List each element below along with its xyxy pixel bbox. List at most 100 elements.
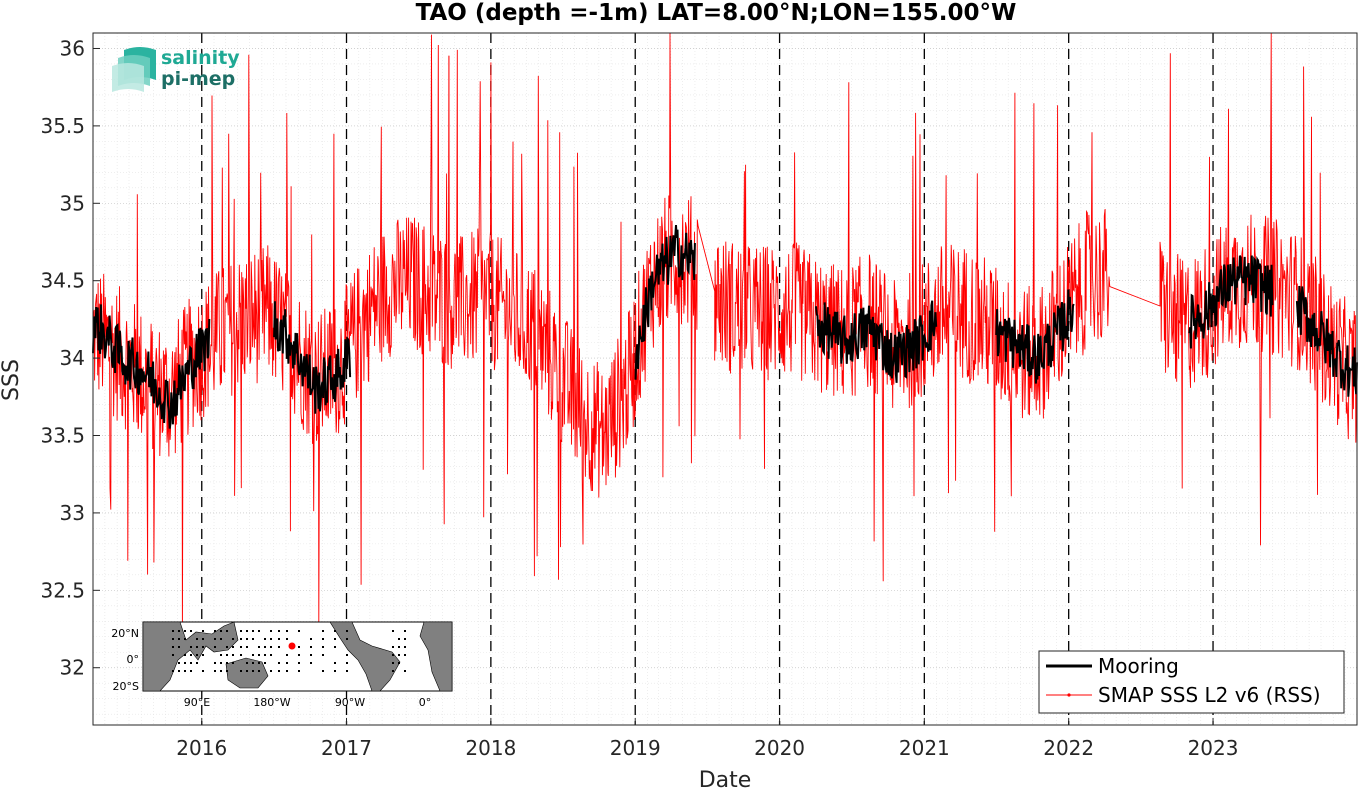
inset-mooring-dot <box>398 638 400 640</box>
inset-mooring-dot <box>220 670 222 672</box>
inset-land-africa-west <box>419 621 453 692</box>
x-axis: 2016 2017 2018 2019 2020 2021 2022 2023 <box>176 718 1238 760</box>
legend-label-mooring: Mooring <box>1098 654 1179 678</box>
smap-line-segment <box>92 54 272 639</box>
inset-mooring-dot <box>286 654 288 656</box>
inset-mooring-dot <box>190 670 192 672</box>
inset-mooring-dot <box>298 654 300 656</box>
y-tick-label: 32 <box>60 656 85 680</box>
inset-mooring-dot <box>190 630 192 632</box>
inset-mooring-dot <box>258 630 260 632</box>
mooring-line-segment <box>273 301 352 414</box>
inset-mooring-dot <box>240 670 242 672</box>
inset-mooring-dot <box>404 670 406 672</box>
inset-mooring-dot <box>246 662 248 664</box>
inset-mooring-dot <box>196 646 198 648</box>
inset-mooring-dot <box>172 654 174 656</box>
inset-mooring-dot <box>184 638 186 640</box>
inset-mooring-dot <box>398 646 400 648</box>
inset-mooring-dot <box>392 654 394 656</box>
inset-mooring-dot <box>214 630 216 632</box>
inset-mooring-dot <box>232 638 234 640</box>
inset-mooring-dot <box>298 662 300 664</box>
inset-mooring-dot <box>346 638 348 640</box>
inset-mooring-dot <box>220 630 222 632</box>
y-tick-label: 33.5 <box>40 424 85 448</box>
logo-text-pimep: pi-mep <box>161 68 235 90</box>
inset-mooring-dot <box>202 654 204 656</box>
inset-mooring-dot <box>226 646 228 648</box>
inset-mooring-dot <box>322 630 324 632</box>
inset-mooring-dot <box>240 630 242 632</box>
inset-mooring-dot <box>404 630 406 632</box>
inset-mooring-dot <box>172 638 174 640</box>
inset-mooring-dot <box>286 630 288 632</box>
inset-mooring-dot <box>346 662 348 664</box>
inset-mooring-dot <box>214 662 216 664</box>
inset-mooring-dot <box>252 670 254 672</box>
inset-mooring-dot <box>270 646 272 648</box>
inset-mooring-dot <box>398 654 400 656</box>
inset-mooring-dot <box>322 654 324 656</box>
inset-mooring-dot <box>310 654 312 656</box>
smap-line-segment <box>448 49 628 580</box>
inset-mooring-dot <box>246 630 248 632</box>
inset-lon-label-0: 0° <box>419 696 432 709</box>
inset-map: 20°N 0° 20°S 90°E 180°W 90°W 0° <box>111 621 453 709</box>
inset-mooring-dot <box>398 662 400 664</box>
inset-mooring-dot <box>258 662 260 664</box>
inset-mooring-dot <box>392 662 394 664</box>
inset-mooring-dot <box>214 670 216 672</box>
inset-mooring-dot <box>286 670 288 672</box>
inset-selected-mooring <box>288 642 296 650</box>
inset-lon-label-180w: 180°W <box>253 696 290 709</box>
inset-mooring-dot <box>258 646 260 648</box>
inset-mooring-dot <box>270 638 272 640</box>
inset-mooring-dot <box>298 630 300 632</box>
inset-mooring-dot <box>278 638 280 640</box>
inset-mooring-dot <box>392 646 394 648</box>
inset-mooring-dot <box>286 662 288 664</box>
inset-map-ocean <box>142 621 453 692</box>
inset-mooring-dot <box>172 630 174 632</box>
inset-mooring-dot <box>232 646 234 648</box>
inset-mooring-dot <box>178 630 180 632</box>
inset-mooring-dot <box>310 638 312 640</box>
inset-mooring-dot <box>278 670 280 672</box>
x-tick-label: 2019 <box>610 736 661 760</box>
logo-text-salinity: salinity <box>161 47 240 69</box>
inset-mooring-dot <box>190 662 192 664</box>
x-tick-label: 2020 <box>754 736 805 760</box>
inset-mooring-dot <box>392 630 394 632</box>
x-axis-title: Date <box>699 768 752 790</box>
mooring-line-segment <box>1188 255 1274 349</box>
legend: Mooring SMAP SSS L2 v6 (RSS) <box>1038 650 1345 714</box>
inset-mooring-dot <box>246 646 248 648</box>
smap-line-segment <box>270 34 450 628</box>
inset-mooring-dot <box>220 662 222 664</box>
y-tick-label: 34 <box>60 346 85 370</box>
inset-mooring-dot <box>252 638 254 640</box>
legend-box <box>1038 650 1345 714</box>
plot-frame <box>92 32 1358 726</box>
smap-line-segment <box>1224 32 1358 546</box>
legend-marker-smap <box>1067 693 1071 697</box>
inset-mooring-dot <box>240 646 242 648</box>
inset-mooring-dots <box>172 630 406 672</box>
inset-mooring-dot <box>310 662 312 664</box>
y-tick-label: 33 <box>60 501 85 525</box>
inset-mooring-dot <box>322 638 324 640</box>
inset-mooring-dot <box>220 654 222 656</box>
inset-mooring-dot <box>184 654 186 656</box>
inset-mooring-dot <box>334 662 336 664</box>
inset-mooring-dot <box>202 630 204 632</box>
y-tick-label: 35.5 <box>40 114 85 138</box>
inset-mooring-dot <box>334 638 336 640</box>
inset-mooring-dot <box>334 670 336 672</box>
inset-mooring-dot <box>346 630 348 632</box>
inset-mooring-dot <box>270 670 272 672</box>
mooring-line-segment <box>815 300 938 383</box>
y-axis: 32 32.5 33 33.5 34 34.5 35 35.5 36 <box>40 36 100 680</box>
mooring-line-segment <box>1295 285 1358 397</box>
inset-mooring-dot <box>264 646 266 648</box>
